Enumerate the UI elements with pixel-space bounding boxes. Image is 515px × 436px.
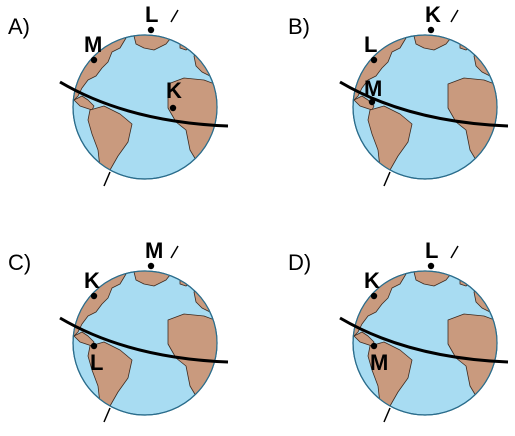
point-k-dot [370,292,378,300]
central-america [73,95,95,111]
point-m-dot [370,342,378,350]
iceland [179,41,193,51]
arctic-islands [106,24,128,34]
axis-south [383,407,391,423]
iceland [179,277,193,287]
point-k-dot [169,104,177,112]
axis-north [170,9,179,23]
point-k-dot [90,292,98,300]
point-l-dot [427,262,435,270]
point-l-label: L [425,238,438,263]
arctic-islands [106,260,128,270]
iceland [459,277,473,287]
option-label: C) [8,250,32,275]
axis-south [383,171,391,187]
iceland [459,41,473,51]
equator-line [339,80,509,128]
point-l-dot [370,56,378,64]
point-k-label: K [364,268,380,293]
point-k-dot [427,26,435,34]
axis-north [450,9,459,23]
axis-north [170,245,179,259]
central-america [353,95,375,111]
point-l-label: L [364,32,377,57]
point-m-label: M [370,350,388,375]
option-c: C) M K L [8,236,248,436]
point-l-dot [147,26,155,34]
axis-north [450,245,459,259]
option-label: B) [288,14,310,39]
arctic-islands [386,24,408,34]
globe-d: L K M [339,238,509,423]
option-d: D) L K M [288,236,515,436]
option-label: D) [288,250,312,275]
equator-line [339,316,509,364]
point-k-label: K [84,268,100,293]
point-m-dot [368,98,376,106]
point-m-label: M [84,32,102,57]
equator-line [59,316,229,364]
point-l-dot [90,342,98,350]
globe-a: L M K [59,2,229,187]
point-m-label: M [145,238,163,263]
point-l-label: L [145,2,158,27]
point-l-label: L [90,350,103,375]
arctic-islands [386,260,408,270]
option-a: A) L M K [8,0,248,200]
point-k-label: K [425,2,441,27]
globe-b: K LM [339,2,509,187]
point-m-dot [147,262,155,270]
equator-line [59,80,229,128]
axis-south [103,407,111,423]
point-k-label: K [166,78,182,103]
option-label: A) [8,14,30,39]
point-m-dot [90,56,98,64]
axis-south [103,171,111,187]
globe-c: M K L [59,238,229,423]
point-m-label: M [364,76,382,101]
